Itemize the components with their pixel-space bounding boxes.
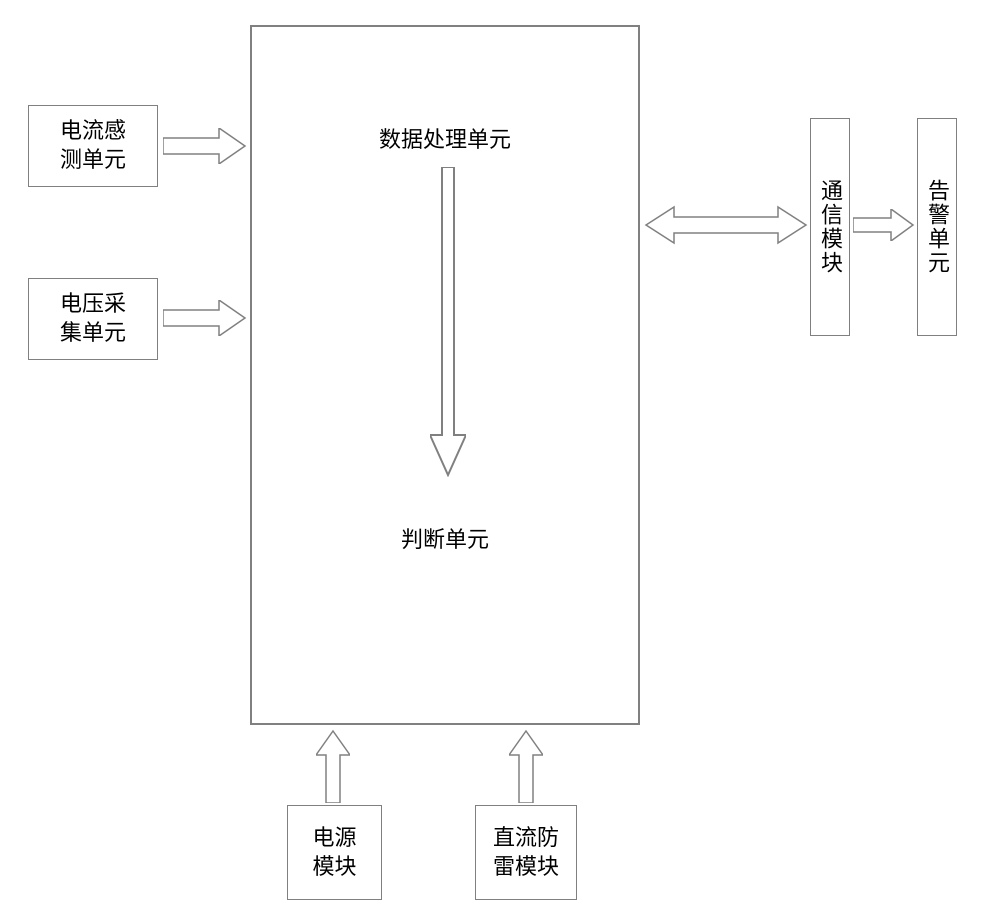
lightning-module-box: 直流防 雷模块 xyxy=(475,805,577,900)
power-to-central-arrow xyxy=(316,729,350,803)
alarm-unit-label: 告警单元 xyxy=(921,179,953,275)
lightning-module-label: 直流防 雷模块 xyxy=(493,824,559,881)
comm-module-label: 通信模块 xyxy=(814,179,846,275)
data-to-judgment-arrow xyxy=(430,167,466,477)
comm-to-alarm-arrow xyxy=(853,209,915,241)
central-processing-box: 数据处理单元 判断单元 xyxy=(250,25,640,725)
voltage-collector-label: 电压采 集单元 xyxy=(60,290,126,347)
current-sensor-label: 电流感 测单元 xyxy=(60,117,126,174)
comm-module-box: 通信模块 xyxy=(810,118,850,336)
lightning-to-central-arrow xyxy=(509,729,543,803)
alarm-unit-box: 告警单元 xyxy=(917,118,957,336)
current-to-central-arrow xyxy=(163,128,247,164)
voltage-to-central-arrow xyxy=(163,300,247,336)
voltage-collector-box: 电压采 集单元 xyxy=(28,278,158,360)
central-to-comm-arrow xyxy=(644,205,808,245)
judgment-label: 判断单元 xyxy=(252,522,638,554)
current-sensor-box: 电流感 测单元 xyxy=(28,105,158,187)
data-processing-label: 数据处理单元 xyxy=(252,122,638,154)
power-module-box: 电源 模块 xyxy=(287,805,382,900)
power-module-label: 电源 模块 xyxy=(312,824,356,881)
